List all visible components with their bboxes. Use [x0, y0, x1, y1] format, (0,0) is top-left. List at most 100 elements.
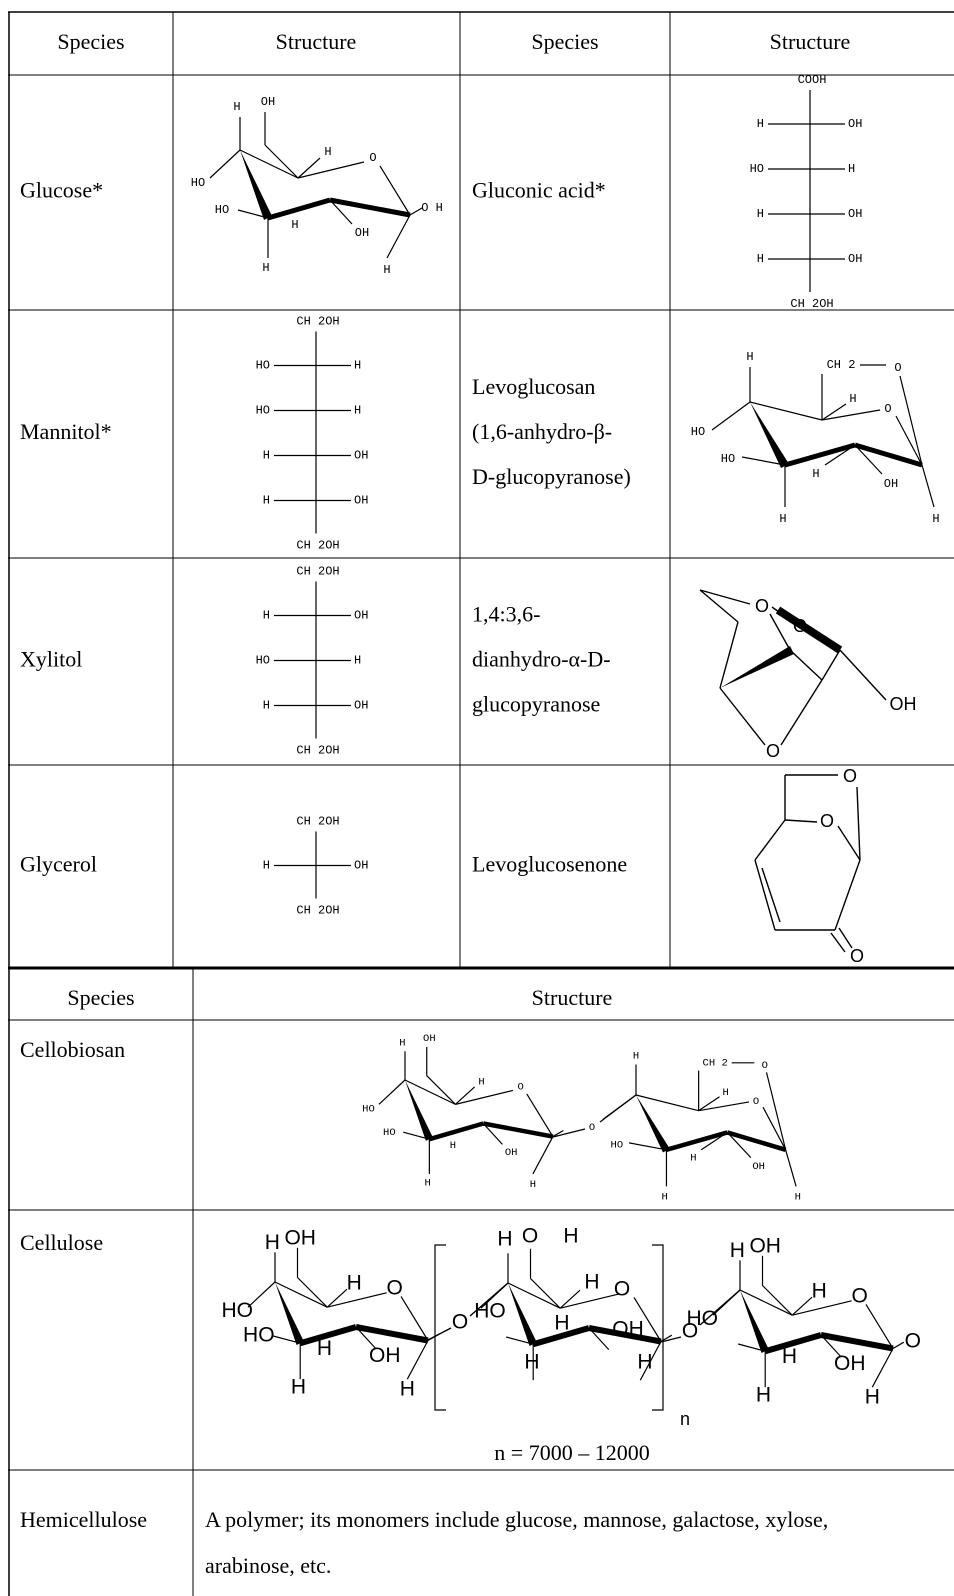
bond [329, 199, 353, 225]
species-name: Xylitol [20, 647, 82, 672]
bond [780, 679, 823, 746]
bond [739, 1289, 793, 1316]
bond [761, 867, 781, 923]
atom-label: H [263, 449, 270, 463]
species-name: (1,6-anhydro-β- [472, 419, 612, 444]
bond [854, 442, 923, 468]
bond [789, 649, 823, 681]
bond [839, 649, 887, 701]
atom-label: H [400, 1378, 415, 1401]
atom-label: H [848, 162, 855, 176]
bond [820, 1332, 894, 1352]
atom-label: O [766, 741, 780, 761]
atom-label: CH 2OH [296, 565, 339, 579]
atom-label: H [865, 1386, 880, 1409]
atom-label: H [746, 350, 753, 364]
bond [427, 1327, 452, 1341]
wedge-bond [240, 150, 272, 220]
wedge-bond [750, 402, 789, 468]
atom-label: H [757, 252, 764, 266]
bond [455, 1086, 476, 1105]
atom-label: H [554, 1312, 569, 1335]
species-name: glucopyranose [472, 692, 600, 717]
atom-label: H [637, 1351, 652, 1374]
atom-label: O [820, 811, 834, 831]
bond [665, 1130, 728, 1152]
bond [209, 149, 241, 179]
atom-label: HO [474, 1300, 506, 1323]
bond [856, 786, 861, 861]
header-cell: Species [67, 985, 134, 1010]
atom-label: H [757, 207, 764, 221]
species-name: Cellobiosan [20, 1037, 125, 1062]
bond [274, 1281, 328, 1308]
species-name: Cellulose [20, 1230, 103, 1255]
species-name: Levoglucosan [472, 374, 595, 399]
bond [762, 1285, 793, 1316]
bracket [434, 1244, 446, 1411]
atom-label: OH [834, 1352, 866, 1375]
atom-label: OH [284, 1226, 316, 1249]
atom-label: COOH [798, 73, 827, 87]
bond [726, 1132, 752, 1159]
atom-label: O [522, 1225, 538, 1248]
bond [834, 859, 861, 931]
atom-label: OH [261, 95, 275, 109]
bond [698, 1101, 750, 1112]
atom-label: OH [848, 207, 862, 221]
bond [871, 1348, 894, 1388]
description: A polymer; its monomers include glucose,… [205, 1507, 828, 1532]
header-cell: Species [531, 29, 598, 54]
wedge-bond [275, 1282, 304, 1345]
atom-label: CH 2OH [296, 904, 339, 918]
bond [239, 149, 299, 179]
bond [865, 1304, 894, 1349]
bond [830, 932, 846, 953]
bond [892, 1341, 905, 1350]
atom-label: OH [884, 477, 898, 491]
wedge-bond [405, 1080, 433, 1141]
atom-label: H [450, 1140, 456, 1152]
atom-label: OH [848, 117, 862, 131]
atom-label: H [932, 512, 939, 526]
atom-label: H [354, 359, 361, 373]
atom-label: H [263, 859, 270, 873]
atom-label: OH [752, 1161, 765, 1173]
atom-label: CH 2OH [790, 297, 833, 311]
atom-label: OH [848, 252, 862, 266]
species-name: D-glucopyranose) [472, 464, 631, 489]
bond [660, 1336, 682, 1343]
atom-label: H [354, 404, 361, 418]
bond [297, 161, 365, 179]
atom-label: H [757, 117, 764, 131]
repeat-label: n [680, 1409, 690, 1429]
atom-label: H [324, 145, 331, 159]
atom-label: HO [750, 162, 764, 176]
species-name: dianhydro-α-D- [472, 647, 611, 672]
bond [299, 1324, 357, 1347]
species-name: Glycerol [20, 852, 97, 877]
atom-label: O [589, 1122, 595, 1134]
bond [741, 456, 786, 466]
bond [599, 1094, 637, 1123]
atom-label: OH [612, 1318, 644, 1341]
bond [297, 1277, 328, 1308]
atom-label: H [263, 494, 270, 508]
bond [404, 1079, 456, 1105]
bond [628, 1142, 667, 1151]
atom-label: H [584, 1271, 599, 1294]
atom-label: HO [243, 1324, 275, 1347]
species-name: Hemicellulose [20, 1507, 147, 1532]
atom-label: H [812, 1279, 827, 1302]
atom-label: HO [191, 176, 205, 190]
header-cell: Structure [770, 29, 851, 54]
caption: n = 7000 – 12000 [494, 1440, 649, 1465]
atom-label: H [478, 1077, 484, 1089]
atom-label: H [424, 1177, 430, 1189]
bond [530, 1278, 561, 1309]
atom-label: O [905, 1330, 921, 1353]
bond [699, 589, 739, 623]
atom-label: H [262, 261, 269, 275]
atom-label: OH [354, 859, 368, 873]
bond [406, 1340, 429, 1380]
